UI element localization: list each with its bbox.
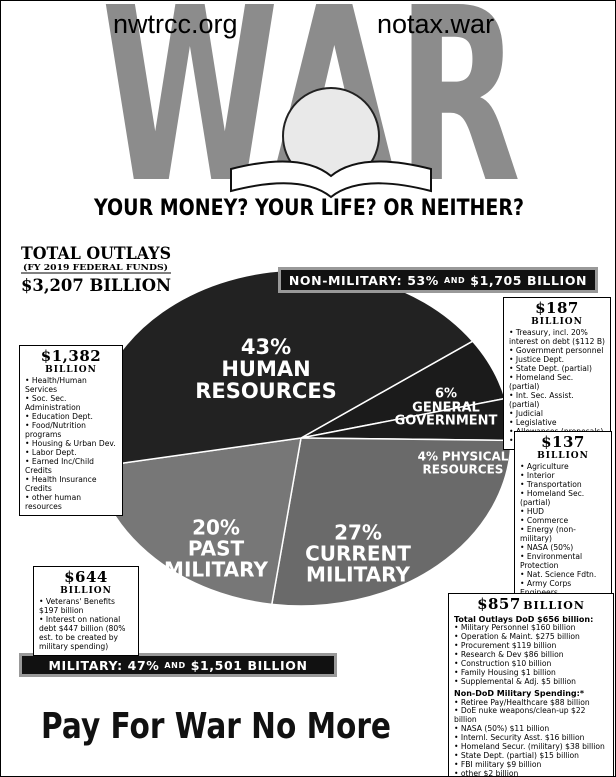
- box-item: Energy (non-military): [520, 526, 606, 544]
- box-list: Treasury, incl. 20% interest on debt ($1…: [509, 329, 605, 445]
- banner-text: $1,705 BILLION: [470, 273, 587, 288]
- site-left: nwtrcc.org: [113, 9, 238, 39]
- box-unit: BILLION: [523, 599, 585, 612]
- slice-category: HUMAN RESOURCES: [195, 357, 337, 403]
- slice-percent: 43%: [182, 336, 350, 358]
- box-item: DoE nuke weapons/clean-up $22 billion: [454, 707, 608, 725]
- box-item: Health/Human Services: [25, 377, 117, 395]
- slogan: Pay For War No More: [41, 706, 391, 747]
- box-list: Health/Human ServicesSoc. Sec. Administr…: [25, 377, 117, 511]
- slice-percent: 27%: [278, 523, 438, 544]
- box-list: Retiree Pay/Healthcare $88 billionDoE nu…: [454, 699, 608, 777]
- totals-subtitle: (FY 2019 FEDERAL FUNDS): [23, 262, 168, 272]
- box-unit: BILLION: [520, 451, 606, 462]
- box-item: Earned Inc/Child Credits: [25, 458, 117, 476]
- banner-text: AND: [164, 661, 185, 670]
- box-item: Interest on national debt $447 billion (…: [39, 616, 133, 652]
- box-item: Treasury, incl. 20% interest on debt ($1…: [509, 329, 605, 347]
- box-item: Homeland Sec. (partial): [509, 374, 605, 392]
- slice-label: 20%PAST MILITARY: [136, 518, 296, 581]
- box-amount: $137: [520, 435, 606, 451]
- banner-text: AND: [444, 276, 465, 285]
- slice-category: PAST MILITARY: [164, 537, 268, 582]
- box-item: Soc. Sec. Administration: [25, 395, 117, 413]
- box-amount: $644: [39, 570, 133, 586]
- box-unit: BILLION: [39, 586, 133, 597]
- box-item: Environmental Protection: [520, 553, 606, 571]
- poster: WAR nwtrcc.org notax.war YOUR MONEY? YOU…: [0, 0, 616, 777]
- info-box: $1,382BILLIONHealth/Human ServicesSoc. S…: [19, 345, 123, 516]
- box-item: Veterans' Benefits $197 billion: [39, 598, 133, 616]
- box-item: Food/Nutrition programs: [25, 422, 117, 440]
- banner-text: $1,501 BILLION: [191, 658, 308, 673]
- slice-category: CURRENT MILITARY: [305, 542, 411, 587]
- info-box: $187BILLIONTreasury, incl. 20% interest …: [503, 297, 611, 450]
- slice-label: 4%PHYSICAL RESOURCES: [408, 450, 518, 475]
- box-list: Military Personnel $160 billionOperation…: [454, 624, 608, 687]
- box-amount: $857: [477, 595, 521, 613]
- slice-label: 27%CURRENT MILITARY: [278, 523, 438, 586]
- banner-text: MILITARY: 47%: [48, 658, 159, 673]
- page: { "header": {"war_word": "WAR", "site_le…: [0, 0, 616, 777]
- slice-label: 43%HUMAN RESOURCES: [182, 336, 350, 402]
- box-amount: $187: [509, 301, 605, 317]
- box-item: other $2 billion: [454, 770, 608, 777]
- box-item: Supplemental & Adj. $5 billion: [454, 678, 608, 687]
- box-title: $857 BILLION: [454, 597, 608, 613]
- box-item: Int. Sec. Assist. (partial): [509, 392, 605, 410]
- box-unit: BILLION: [509, 317, 605, 328]
- info-box: $644BILLIONVeterans' Benefits $197 billi…: [33, 566, 139, 656]
- slice-percent: 20%: [136, 518, 296, 539]
- box-item: other human resources: [25, 494, 117, 512]
- totals-title: TOTAL OUTLAYS: [21, 244, 171, 264]
- banner: MILITARY: 47% AND $1,501 BILLION: [19, 653, 337, 677]
- box-item: Health Insurance Credits: [25, 476, 117, 494]
- slice-percent: 6%: [394, 388, 498, 402]
- box-list: Veterans' Benefits $197 billionInterest …: [39, 598, 133, 652]
- tagline: YOUR MONEY? YOUR LIFE? OR NEITHER?: [93, 196, 524, 221]
- box-item: Homeland Sec. (partial): [520, 490, 606, 508]
- banner: NON-MILITARY: 53% AND $1,705 BILLION: [278, 267, 598, 293]
- box-amount: $1,382: [25, 349, 117, 365]
- site-right: notax.war: [377, 9, 494, 39]
- slice-category: GENERAL GOVERNMENT: [395, 400, 498, 429]
- banner-text: NON-MILITARY: 53%: [289, 273, 439, 288]
- slice-label: 6%GENERAL GOVERNMENT: [394, 388, 498, 429]
- box-unit: BILLION: [25, 365, 117, 376]
- totals-amount: $3,207 BILLION: [21, 276, 171, 296]
